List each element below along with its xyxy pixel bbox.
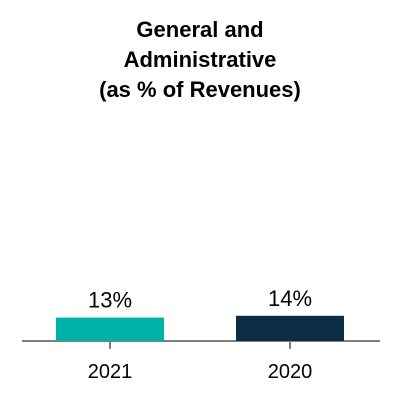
chart-title-line-1: General and [136,17,264,42]
chart-title-line-2: Administrative [123,47,277,72]
data-label-2020: 14% [268,286,312,311]
x-tick-label-2020: 2020 [268,361,313,383]
x-tick-label-2021: 2021 [88,361,133,383]
bar-2021 [56,317,164,341]
data-label-2021: 13% [88,288,132,313]
chart-title-line-3: (as % of Revenues) [99,77,301,102]
bar-2020 [236,315,344,341]
